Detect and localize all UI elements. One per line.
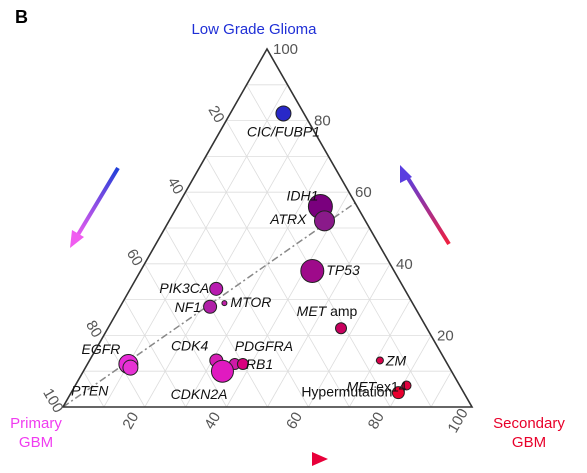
data-point (300, 258, 325, 283)
point-label: IDH1 (286, 188, 318, 204)
point-label: PTEN (71, 383, 109, 399)
tick-label-secondary: 40 (201, 409, 224, 432)
tick-label-lgg: 100 (273, 41, 298, 58)
point-label: RB1 (246, 356, 273, 372)
point-label: CDKN2A (171, 386, 228, 402)
grid-line (185, 156, 329, 408)
data-point (314, 210, 335, 232)
grid-line (83, 371, 105, 408)
data-point (236, 358, 249, 371)
vertex-label-primary-line1: Primary (10, 415, 62, 432)
data-point (375, 356, 384, 365)
data-point (335, 322, 348, 335)
data-point (401, 380, 412, 391)
data-point (203, 299, 218, 314)
tick-label-lgg: 20 (437, 327, 454, 344)
grid-line (164, 227, 268, 408)
point-label: CIC/FUBP1 (247, 123, 320, 139)
point-labels: CIC/FUBP1 IDH1 ATRX TP53 PIK3CA NF1 MTOR MET am… (71, 123, 407, 402)
ternary-grid (83, 84, 452, 408)
point-label: NF1 (175, 299, 201, 315)
point-label: PDGFRA (235, 338, 293, 354)
trend-line (62, 202, 356, 408)
grid-line (123, 299, 187, 408)
point-label: TP53 (326, 262, 360, 278)
grid-line (103, 84, 288, 408)
grid-line (144, 263, 227, 408)
point-label: PIK3CA (159, 280, 209, 296)
point-label: Hypermutation (301, 384, 392, 400)
tick-label-secondary: 80 (365, 409, 388, 432)
tick-label-primary: 20 (205, 103, 228, 126)
point-label: MTOR (230, 294, 271, 310)
point-label: CDK4 (171, 337, 209, 353)
data-points (118, 105, 412, 400)
grid-line (348, 299, 411, 408)
point-label: ZM (385, 352, 407, 368)
vertex-label-lgg: Low Grade Glioma (191, 21, 317, 38)
tick-label-primary: 60 (123, 246, 146, 269)
vertex-label-primary-line2: GBM (19, 434, 53, 451)
tick-label-lgg: 40 (396, 256, 413, 273)
grid-line (430, 371, 452, 408)
triangle-outline (61, 47, 474, 408)
trend-line-segment (62, 202, 356, 408)
tick-label-primary: 40 (164, 174, 187, 197)
data-point (209, 281, 224, 296)
tick-label-primary: 100 (39, 386, 66, 416)
triangle-frame (61, 47, 474, 408)
data-point (221, 300, 228, 307)
grid-line (205, 156, 350, 408)
panel-letter: B (15, 7, 28, 27)
point-label: METex14 (347, 379, 407, 395)
point-label: MET amp (297, 303, 358, 319)
grid-line (308, 263, 391, 408)
tick-label-lgg: 60 (355, 184, 372, 201)
data-point (122, 359, 139, 376)
data-point (391, 386, 405, 400)
grid-line (267, 227, 370, 408)
direction-arrow-left (70, 166, 120, 248)
tick-label-secondary: 60 (283, 409, 306, 432)
grid-line (246, 84, 432, 408)
tick-label-lgg: 80 (314, 113, 331, 130)
tick-label-secondary: 20 (119, 409, 142, 432)
data-point (275, 105, 292, 122)
tick-label-primary: 80 (82, 318, 105, 341)
direction-arrow-bottom (211, 452, 328, 466)
direction-arrow-right (400, 165, 451, 246)
vertex-label-secondary-line1: Secondary (493, 415, 565, 432)
point-label: EGFR (81, 341, 120, 357)
point-label: ATRX (269, 211, 307, 227)
vertex-label-secondary-line2: GBM (512, 434, 546, 451)
tick-label-secondary: 100 (444, 406, 471, 436)
data-point (210, 359, 234, 383)
